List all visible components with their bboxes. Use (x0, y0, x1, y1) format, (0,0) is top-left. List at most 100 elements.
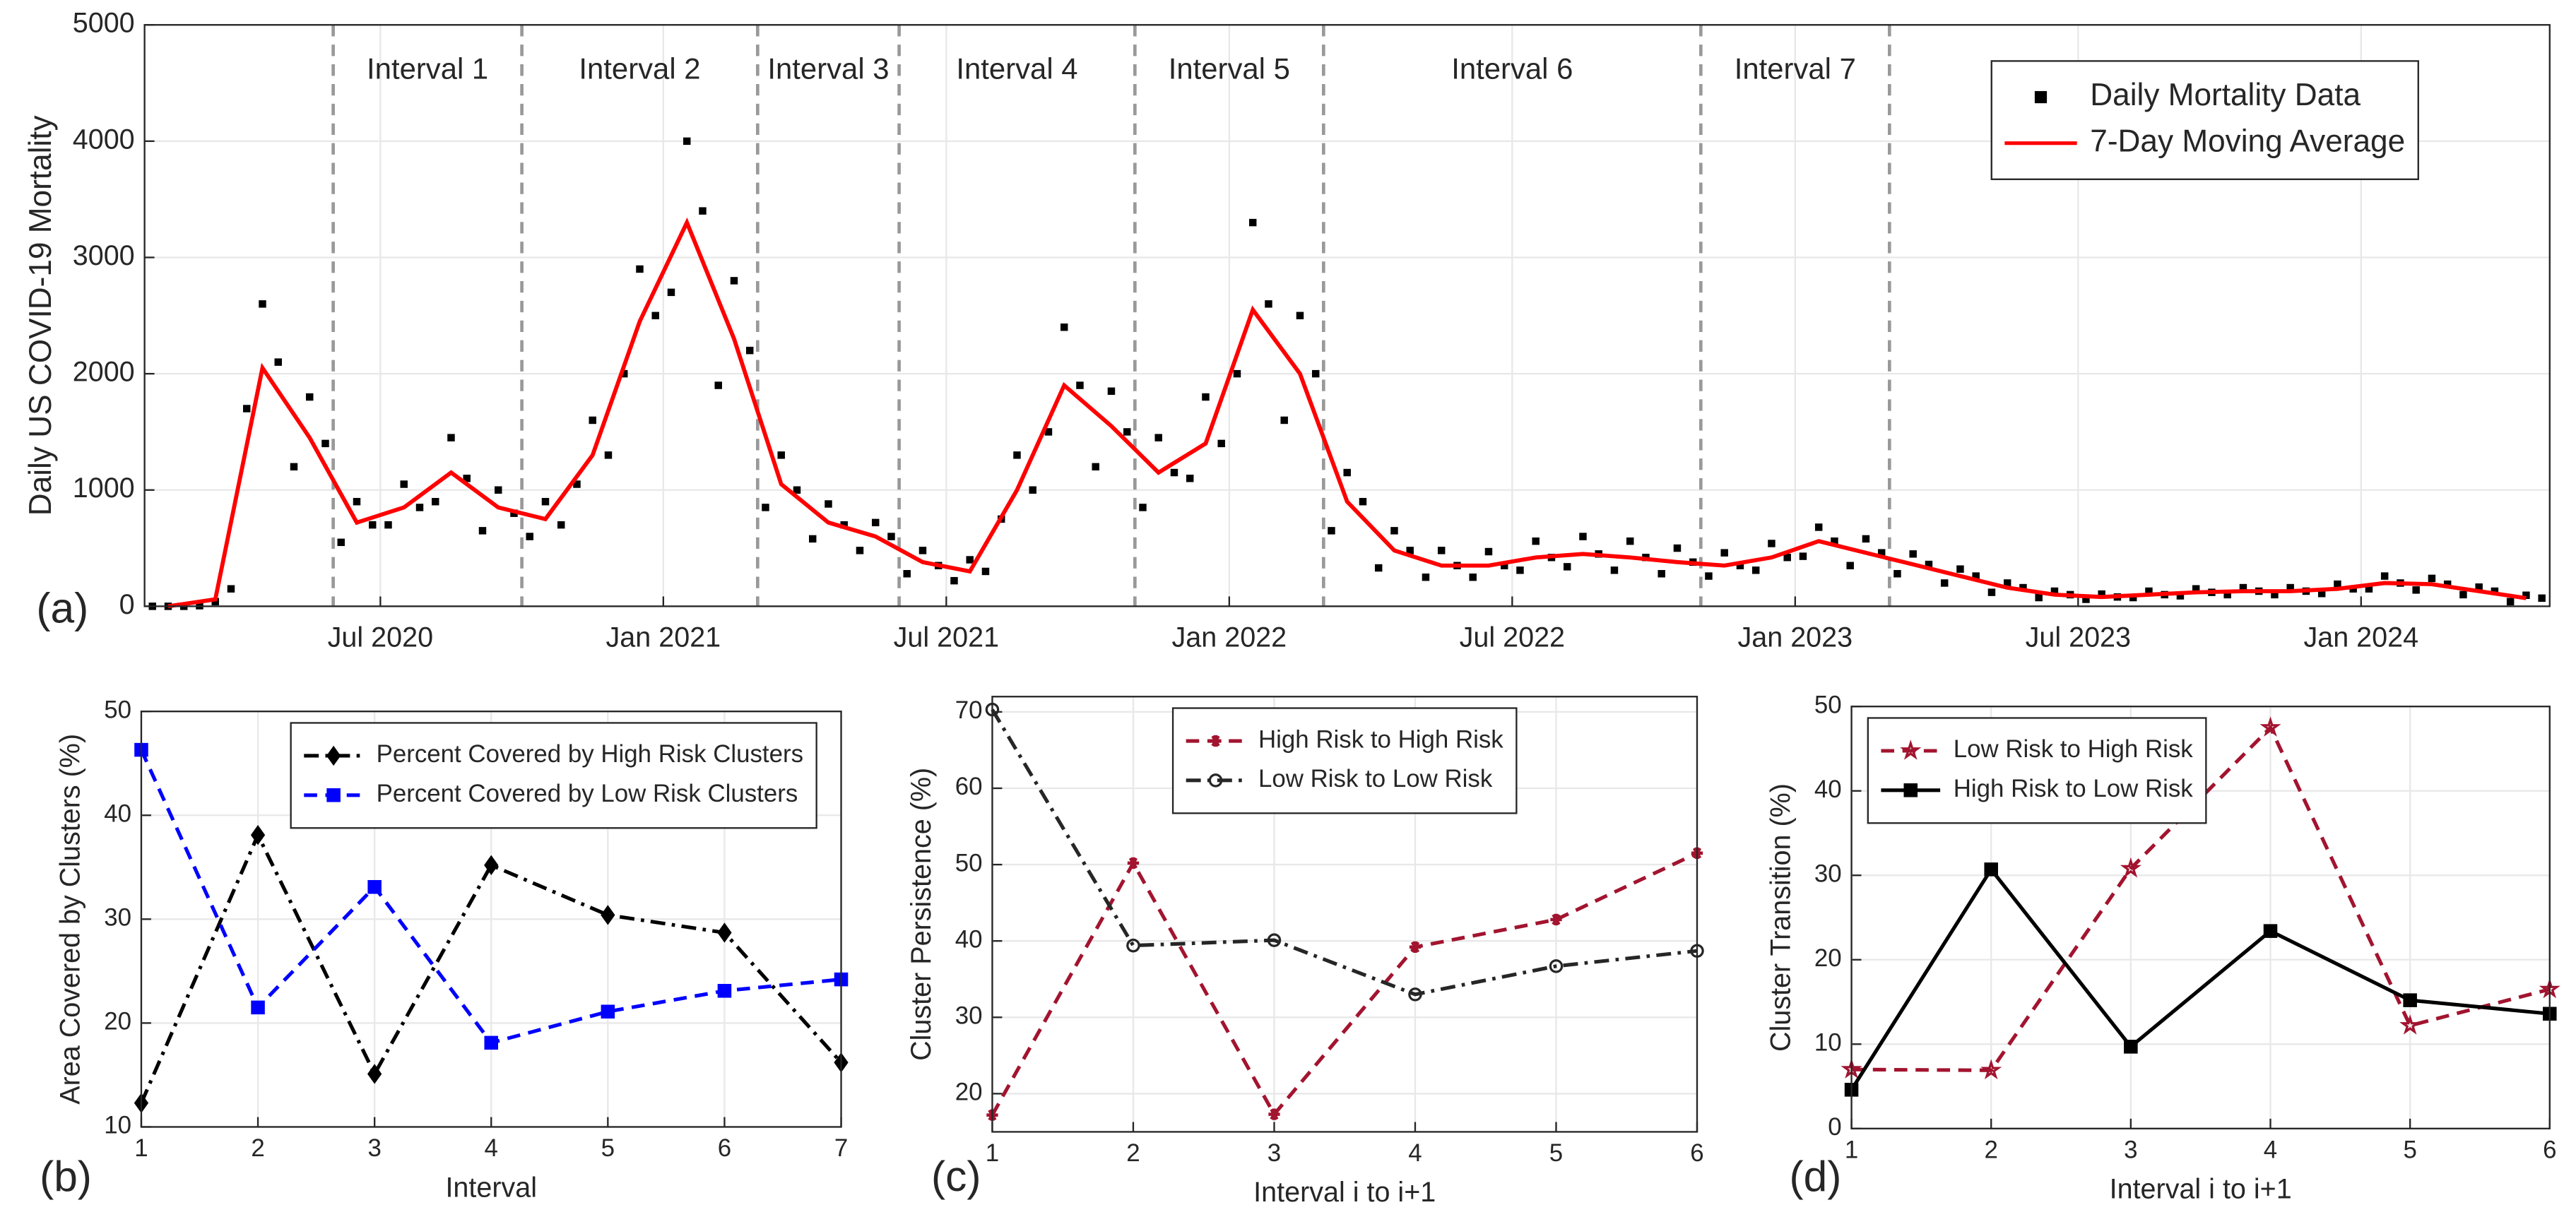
y-tick-label: 4000 (73, 124, 135, 155)
marker (1705, 572, 1713, 580)
marker (1956, 565, 1964, 573)
x-axis-label: Interval i to i+1 (1253, 1177, 1436, 1208)
marker (1984, 862, 1998, 877)
marker (2428, 574, 2436, 583)
y-tick-label: 50 (955, 849, 983, 877)
x-tick-label: 2 (1126, 1139, 1140, 1167)
legend-label: Low Risk to High Risk (1954, 735, 2194, 763)
marker (227, 585, 235, 593)
marker (1127, 857, 1140, 869)
marker (717, 922, 732, 943)
marker (1217, 439, 1225, 448)
y-tick-label: 30 (1814, 860, 1842, 887)
marker (400, 480, 408, 488)
series-line (991, 708, 1698, 997)
series-line (167, 217, 2527, 609)
legend-marker (326, 745, 341, 766)
marker (2259, 716, 2281, 737)
y-tick-label: 10 (1814, 1029, 1842, 1057)
marker (1579, 533, 1587, 540)
legend-label: Daily Mortality Data (2090, 78, 2361, 112)
marker (950, 576, 958, 585)
marker (871, 518, 880, 527)
marker (250, 825, 266, 845)
marker (1029, 486, 1036, 494)
marker (1265, 300, 1272, 308)
marker (2538, 594, 2546, 602)
y-axis-label: Cluster Transition (%) (1765, 783, 1796, 1052)
marker (1013, 451, 1021, 459)
x-tick-label: Jul 2022 (1460, 622, 1565, 653)
marker (1846, 562, 1854, 569)
y-axis-label: Cluster Persistence (%) (906, 768, 937, 1061)
marker (495, 486, 502, 494)
marker (1248, 218, 1257, 227)
marker (557, 521, 565, 529)
series-line (1851, 724, 2551, 1072)
marker (777, 451, 785, 459)
legend-marker (1900, 740, 1922, 760)
legend: Percent Covered by High Risk Clusters Per… (290, 722, 817, 829)
y-tick-label: 20 (104, 1008, 131, 1035)
x-tick-label: Jul 2021 (894, 622, 999, 653)
x-tick-label: 4 (2264, 1136, 2277, 1164)
y-tick-label: 40 (1814, 776, 1842, 803)
marker (966, 556, 974, 564)
x-tick-label: 2 (251, 1134, 264, 1162)
y-tick-label: 40 (955, 925, 983, 953)
marker (1374, 564, 1383, 572)
marker (2380, 572, 2389, 580)
y-tick-label: 30 (104, 904, 131, 932)
marker (1170, 468, 1178, 477)
x-tick-label: Jan 2022 (1172, 622, 1287, 653)
marker (1123, 428, 1131, 436)
marker (1390, 527, 1398, 535)
marker (1532, 537, 1540, 545)
marker (1296, 311, 1304, 320)
marker (1202, 393, 1210, 401)
x-tick-label: Jan 2023 (1738, 622, 1853, 653)
x-tick-label: Jul 2020 (328, 622, 433, 653)
legend-label: 7-Day Moving Average (2090, 124, 2405, 158)
legend: Daily Mortality Data 7-Day Moving Average (1990, 60, 2419, 180)
x-tick-label: Jan 2024 (2303, 622, 2418, 653)
marker (1422, 573, 1430, 581)
marker (730, 277, 738, 285)
marker (683, 137, 691, 146)
y-tick-label: 40 (104, 800, 131, 827)
x-tick-label: Jul 2023 (2026, 622, 2131, 653)
interval-label: Interval 5 (1169, 52, 1290, 85)
marker (432, 497, 439, 506)
legend-box (290, 722, 817, 829)
legend-label: High Risk to High Risk (1258, 725, 1503, 753)
interval-label: Interval 3 (767, 52, 889, 85)
interval-label: Interval 2 (579, 52, 700, 85)
panel-label: (d) (1789, 1152, 1841, 1200)
x-axis-label: Interval (445, 1172, 537, 1203)
x-tick-label: 5 (1549, 1139, 1563, 1167)
marker (601, 905, 615, 925)
x-tick-label: 1 (986, 1139, 999, 1167)
marker (2263, 924, 2278, 938)
x-tick-label: 7 (834, 1134, 848, 1162)
legend-box (1990, 60, 2419, 180)
marker (808, 535, 817, 543)
y-tick-label: 70 (955, 696, 983, 724)
marker (1909, 550, 1917, 558)
marker (1343, 468, 1351, 477)
y-tick-label: 30 (955, 1002, 983, 1030)
marker (1126, 938, 1140, 953)
marker (2399, 1014, 2421, 1035)
marker (478, 527, 487, 535)
y-tick-label: 20 (955, 1079, 983, 1106)
marker (447, 434, 455, 441)
panel-label: (a) (36, 583, 88, 631)
marker (1768, 540, 1776, 547)
marker (541, 497, 550, 506)
marker (1658, 570, 1665, 578)
marker (259, 300, 266, 308)
x-axis-label: Interval i to i+1 (2110, 1174, 2292, 1205)
x-tick-label: 5 (2403, 1136, 2416, 1164)
